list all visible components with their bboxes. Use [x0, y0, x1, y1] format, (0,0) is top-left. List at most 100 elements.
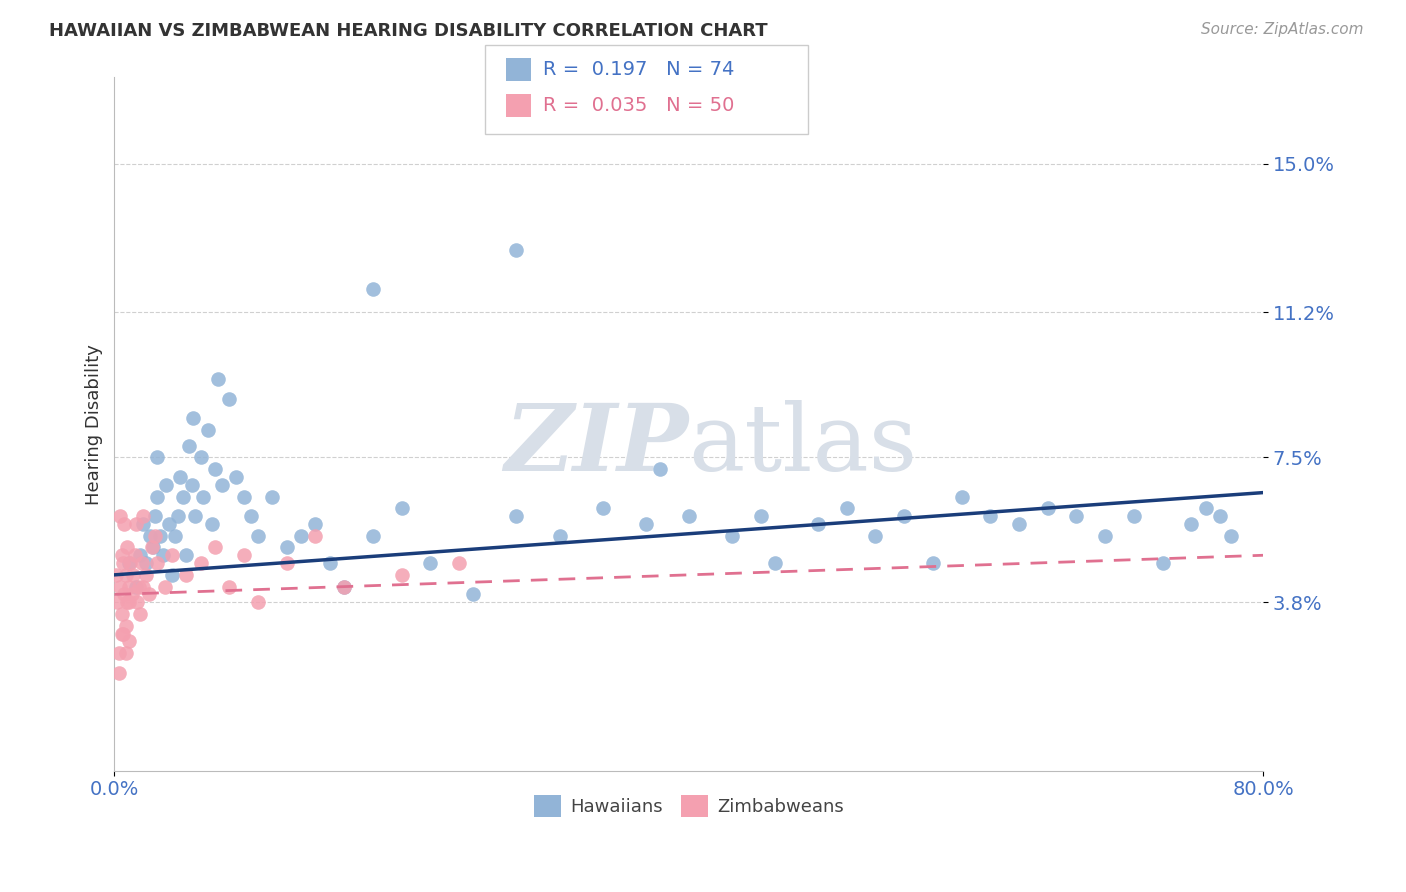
Point [120, 556, 142, 570]
Point [1152, 556, 1174, 570]
Point [239, 509, 262, 524]
Point [118, 595, 141, 609]
Point [391, 501, 413, 516]
Point [290, 529, 312, 543]
Legend: Hawaiians, Zimbabweans: Hawaiians, Zimbabweans [527, 788, 851, 824]
Point [720, 529, 742, 543]
Point [1122, 509, 1144, 524]
Point [112, 556, 135, 570]
Point [152, 549, 174, 563]
Point [115, 619, 138, 633]
Point [1220, 529, 1243, 543]
Point [193, 490, 215, 504]
Point [207, 372, 229, 386]
Point [117, 541, 139, 555]
Point [160, 567, 183, 582]
Point [135, 567, 157, 582]
Point [143, 529, 166, 543]
Point [125, 516, 148, 531]
Point [110, 549, 132, 563]
Point [262, 490, 284, 504]
Point [177, 439, 200, 453]
Point [979, 509, 1001, 524]
Point [361, 282, 384, 296]
Point [304, 529, 326, 543]
Point [276, 541, 298, 555]
Point [548, 529, 571, 543]
Point [110, 626, 132, 640]
Point [143, 509, 166, 524]
Point [232, 490, 254, 504]
Point [107, 665, 129, 680]
Point [110, 607, 132, 621]
Point [115, 646, 138, 660]
Point [204, 541, 226, 555]
Point [505, 509, 527, 524]
Point [107, 646, 129, 660]
Point [232, 549, 254, 563]
Point [117, 595, 139, 609]
Y-axis label: Hearing Disability: Hearing Disability [86, 343, 103, 505]
Point [132, 516, 155, 531]
Point [749, 509, 772, 524]
Point [104, 567, 127, 582]
Point [155, 477, 177, 491]
Point [921, 556, 943, 570]
Point [201, 516, 224, 531]
Point [218, 580, 240, 594]
Point [122, 567, 145, 582]
Point [128, 580, 150, 594]
Point [146, 450, 169, 465]
Point [132, 509, 155, 524]
Point [149, 529, 172, 543]
Point [183, 411, 205, 425]
Text: R =  0.197   N = 74: R = 0.197 N = 74 [543, 60, 734, 79]
Point [304, 516, 326, 531]
Point [184, 509, 207, 524]
Point [361, 529, 384, 543]
Point [181, 477, 204, 491]
Point [463, 587, 485, 601]
Point [276, 556, 298, 570]
Point [114, 516, 136, 531]
Point [333, 580, 356, 594]
Point [146, 556, 169, 570]
Point [246, 595, 269, 609]
Point [163, 529, 186, 543]
Point [115, 567, 138, 582]
Point [129, 549, 152, 563]
Point [174, 567, 197, 582]
Point [121, 587, 143, 601]
Point [114, 587, 136, 601]
Point [648, 462, 671, 476]
Point [174, 549, 197, 563]
Point [138, 587, 160, 601]
Point [157, 516, 180, 531]
Point [169, 470, 191, 484]
Point [105, 595, 128, 609]
Point [505, 243, 527, 257]
Text: R =  0.035   N = 50: R = 0.035 N = 50 [543, 96, 734, 115]
Point [807, 516, 830, 531]
Point [160, 549, 183, 563]
Point [141, 541, 163, 555]
Text: HAWAIIAN VS ZIMBABWEAN HEARING DISABILITY CORRELATION CHART: HAWAIIAN VS ZIMBABWEAN HEARING DISABILIT… [49, 22, 768, 40]
Point [146, 490, 169, 504]
Point [950, 490, 973, 504]
Point [763, 556, 786, 570]
Point [678, 509, 700, 524]
Point [131, 556, 153, 570]
Point [127, 595, 149, 609]
Point [108, 509, 131, 524]
Point [118, 580, 141, 594]
Point [118, 634, 141, 648]
Point [893, 509, 915, 524]
Point [1066, 509, 1088, 524]
Point [835, 501, 858, 516]
Point [218, 392, 240, 406]
Point [634, 516, 657, 531]
Point [132, 580, 155, 594]
Point [125, 580, 148, 594]
Text: atlas: atlas [689, 400, 918, 490]
Point [129, 607, 152, 621]
